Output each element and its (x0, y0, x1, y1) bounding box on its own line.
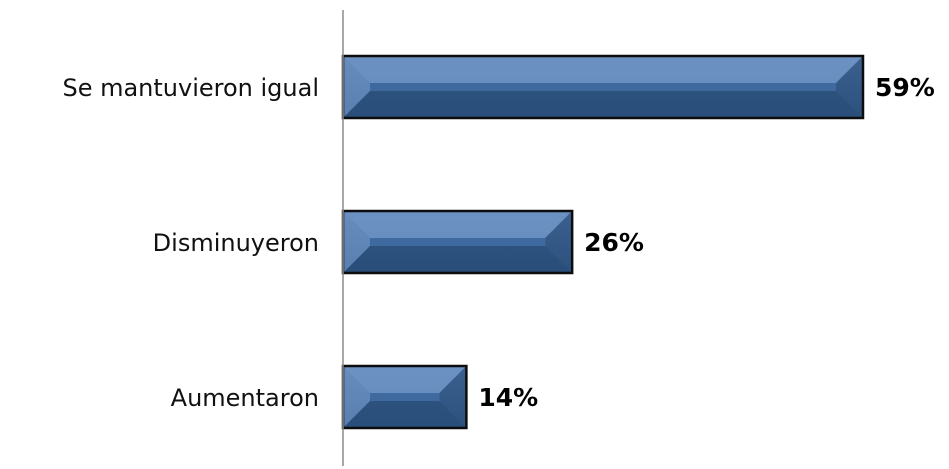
bar-bevel-top (343, 366, 467, 393)
bar-bevel-left (343, 56, 370, 118)
value-label: 26% (584, 228, 644, 257)
bar-face (370, 393, 440, 401)
bar-face (370, 238, 546, 246)
value-label: 59% (875, 73, 935, 102)
category-label: Disminuyeron (153, 229, 319, 257)
bar-bevel-left (343, 211, 370, 273)
bar-face (370, 83, 836, 91)
bar-bevel-top (343, 56, 863, 83)
bar-2 (341, 364, 468, 430)
value-label: 14% (478, 383, 538, 412)
bars-group (341, 54, 865, 430)
bar-bevel-right (836, 56, 863, 118)
bar-bevel-right (545, 211, 573, 273)
bar-bevel-bottom (343, 91, 863, 118)
bar-bevel-bottom (343, 246, 573, 273)
bar-bevel-left (343, 366, 370, 428)
bar-bevel-top (343, 211, 573, 238)
bar-bevel-bottom (343, 401, 467, 428)
category-label: Se mantuvieron igual (62, 74, 319, 102)
bar-bevel-right (439, 366, 467, 428)
labels-group: Se mantuvieron igual 59% Disminuyeron 26% Au… (62, 73, 934, 412)
bar-0 (341, 54, 865, 120)
bar-1 (341, 209, 574, 275)
category-label: Aumentaron (171, 384, 319, 412)
